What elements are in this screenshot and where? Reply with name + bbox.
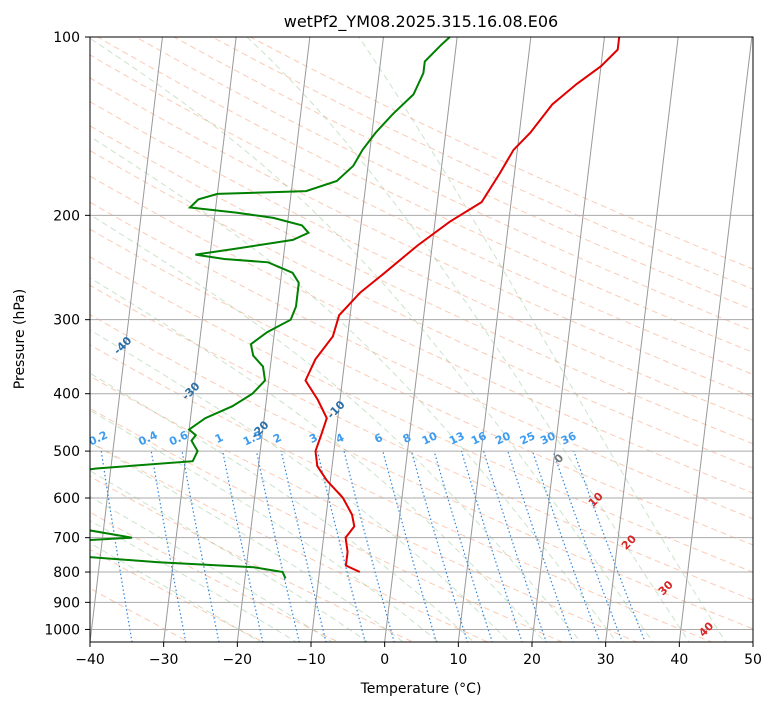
mixing-ratio-line	[150, 450, 187, 642]
dry-adiabat	[90, 150, 753, 469]
isotherm-line	[310, 37, 384, 642]
dry-adiabat	[90, 375, 639, 642]
isotherm-line	[236, 37, 311, 642]
dewpoint-line	[90, 37, 451, 579]
mixing-ratio-line	[222, 450, 264, 642]
profile-series	[90, 37, 621, 579]
mixing-ratio-label: 10	[420, 429, 440, 447]
x-tick-label: −20	[223, 652, 253, 668]
x-axis: −40 −30 −20 −10 0 10 20 30 40 50	[75, 642, 762, 668]
dry-adiabat	[90, 228, 753, 546]
y-axis: 100 200 300 400 500 600 700 800 900 1000	[44, 30, 90, 638]
y-tick-label: 500	[53, 444, 80, 460]
isotherm-line	[384, 37, 458, 642]
chart-title: wetPf2_YM08.2025.315.16.08.E06	[284, 12, 558, 32]
mixing-ratio-label: 36	[559, 429, 579, 447]
x-tick-label: 20	[523, 652, 541, 668]
dry-adiabat	[90, 475, 415, 642]
x-tick-label: 30	[597, 652, 615, 668]
mixing-ratio-line	[382, 450, 438, 642]
y-tick-label: 700	[53, 531, 80, 547]
y-tick-label: 400	[53, 387, 80, 403]
moist-adiabat	[90, 409, 440, 642]
dry-adiabat	[90, 344, 714, 642]
y-tick-label: 800	[53, 565, 80, 581]
isotherm-line	[163, 37, 237, 642]
plot-frame	[89, 36, 754, 643]
mixing-ratio-label: 20	[493, 429, 513, 447]
moist-adiabat	[358, 37, 727, 642]
temperature-line	[304, 37, 621, 573]
y-axis-label: Pressure (hPa)	[12, 289, 28, 389]
moist-adiabat	[90, 470, 369, 642]
moist-adiabat	[246, 37, 690, 642]
y-tick-label: 900	[53, 595, 80, 611]
dry-adiabat	[211, 37, 753, 290]
isotherm-line	[90, 37, 163, 642]
y-tick-label: 100	[53, 30, 80, 46]
isotherm-line	[531, 37, 605, 642]
dry-adiabat	[134, 37, 753, 332]
plot-background	[90, 37, 753, 642]
mixing-ratio-label: 16	[469, 429, 489, 447]
mixing-ratio-line	[483, 450, 547, 642]
dry-adiabat	[90, 441, 489, 642]
dry-adiabat	[90, 77, 753, 398]
x-tick-label: 40	[670, 652, 688, 668]
grid-lines	[90, 37, 753, 642]
dry-adiabat	[90, 125, 753, 445]
moist-adiabat	[90, 277, 546, 642]
isotherm-line	[605, 37, 679, 642]
mixing-ratio-label: 30	[538, 429, 558, 447]
y-tick-label: 300	[53, 313, 80, 329]
mixing-ratio-line	[316, 450, 366, 642]
x-tick-label: −10	[296, 652, 326, 668]
dry-adiabat	[96, 37, 753, 353]
moist-adiabat	[90, 519, 298, 642]
x-tick-label: 50	[744, 652, 762, 668]
dry-adiabat	[90, 587, 190, 642]
isotherm-line	[678, 37, 753, 642]
mixing-ratio-line	[100, 451, 133, 642]
isotherm-line	[457, 37, 532, 642]
dry-adiabat	[90, 548, 265, 642]
mixing-ratio-line	[280, 450, 327, 642]
x-tick-label: 0	[380, 652, 389, 668]
mixing-ratio-lines	[100, 450, 646, 642]
moist-adiabat	[90, 542, 262, 642]
x-axis-label: Temperature (°C)	[360, 681, 482, 697]
mixing-ratio-line	[507, 450, 574, 642]
mixing-ratio-line	[343, 450, 395, 642]
y-tick-label: 200	[53, 208, 80, 224]
mixing-ratio-label: 25	[518, 429, 537, 447]
x-tick-label: 10	[449, 652, 467, 668]
moist-adiabat	[90, 135, 618, 642]
y-tick-label: 600	[53, 491, 80, 507]
moist-adiabat	[90, 441, 404, 642]
moist-adiabat	[90, 372, 475, 642]
moist-adiabat	[90, 329, 511, 642]
dry-adiabat	[90, 201, 753, 520]
moist-adiabat	[90, 214, 582, 642]
x-tick-label: −40	[75, 652, 105, 668]
mixing-ratio-line	[181, 450, 220, 642]
mixing-ratio-label: 13	[447, 429, 466, 447]
background-lines	[90, 37, 753, 642]
dry-adiabat	[90, 407, 564, 642]
x-tick-label: −30	[149, 652, 179, 668]
y-tick-label: 1000	[44, 622, 80, 638]
